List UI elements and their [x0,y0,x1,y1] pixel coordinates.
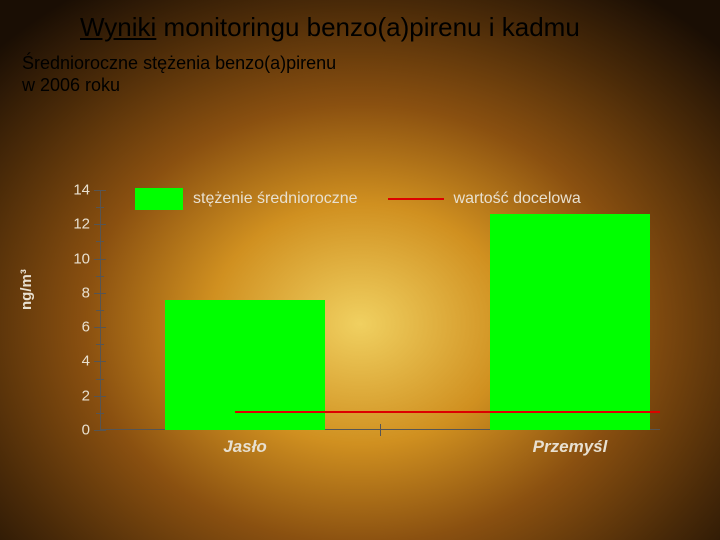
y-tick-label: 4 [60,353,90,370]
x-tick [380,424,381,436]
title-rest: monitoringu benzo(a)pirenu i kadmu [156,12,579,42]
y-tick-major [94,430,106,431]
y-tick-label: 10 [60,250,90,267]
subtitle: Średnioroczne stężenia benzo(a)pirenu w … [0,43,720,96]
y-tick-minor [96,310,104,311]
plot-area: 02468101214JasłoPrzemyśl [100,190,660,445]
y-tick-minor [96,379,104,380]
y-tick-major [94,327,106,328]
y-tick-minor [96,207,104,208]
y-tick-label: 6 [60,319,90,336]
title-underlined: Wyniki [80,12,156,42]
y-axis-label: ng/m³ [18,269,35,310]
y-tick-label: 14 [60,182,90,199]
y-tick-major [94,224,106,225]
x-category-label: Jasło [223,437,266,457]
y-tick-major [94,396,106,397]
page-title: Wyniki monitoringu benzo(a)pirenu i kadm… [0,0,720,43]
target-line [235,411,660,413]
y-tick-minor [96,276,104,277]
x-category-label: Przemyśl [533,437,608,457]
y-tick-major [94,293,106,294]
y-tick-label: 12 [60,216,90,233]
y-tick-minor [96,413,104,414]
y-tick-major [94,259,106,260]
y-tick-major [94,361,106,362]
y-tick-label: 8 [60,284,90,301]
subtitle-line1: Średnioroczne stężenia benzo(a)pirenu [22,53,720,75]
y-tick-major [94,190,106,191]
y-tick-minor [96,241,104,242]
subtitle-line2: w 2006 roku [22,75,720,97]
y-tick-label: 2 [60,387,90,404]
y-tick-label: 0 [60,422,90,439]
bar-chart: ng/m³ stężenie średnioroczne wartość doc… [40,190,680,490]
y-tick-minor [96,344,104,345]
bar [490,214,650,430]
